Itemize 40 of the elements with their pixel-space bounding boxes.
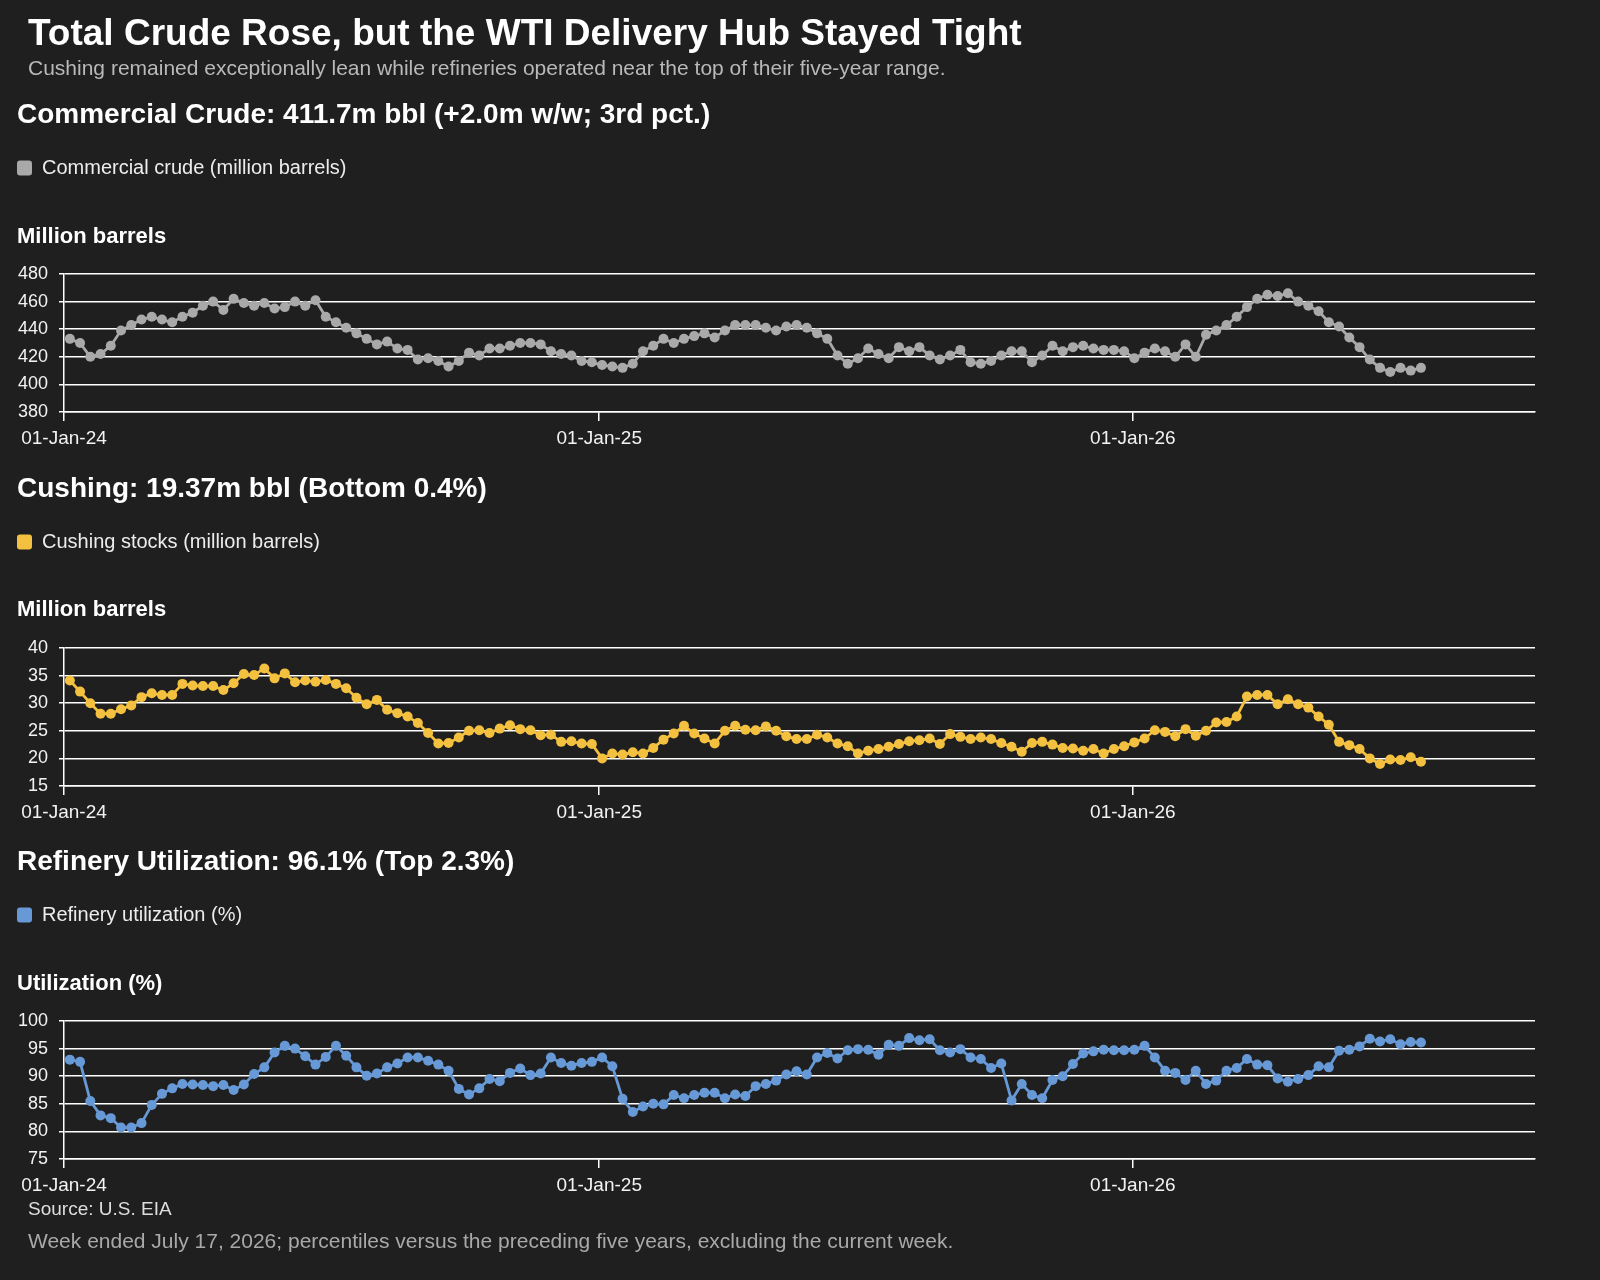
y-tick-label: 40 (27, 636, 48, 657)
y-tick-label: 75 (27, 1147, 48, 1168)
text: Week ended July 17, 2026; percentiles versus the preceding five years, excluding the current week. (28, 1228, 954, 1254)
y-tick-label: 440 (17, 318, 48, 339)
text: Commercial Crude: 411.7m bbl (+2.0m w/w; 3rd pct.) (17, 97, 711, 131)
y-tick-label: 35 (27, 664, 48, 685)
x-tick-label: 01-Jan-24 (21, 426, 108, 448)
x-tick-label: 01-Jan-26 (1090, 1173, 1176, 1195)
chart-subtitle: Cushing remained exceptionally lean while refineries operated near the top of their five-year range. (28, 55, 946, 81)
y-tick-label: 20 (27, 746, 48, 767)
y-tick-label: 380 (17, 400, 48, 421)
x-tick-label: 01-Jan-26 (1090, 800, 1176, 822)
y-tick-label: 85 (27, 1092, 48, 1113)
legend-label: Commercial crude (million barrels) (42, 155, 347, 178)
y-tick-label: 15 (27, 774, 48, 795)
x-tick-label: 01-Jan-26 (1090, 426, 1176, 448)
y-tick-label: 460 (17, 290, 48, 311)
y-tick-label: 90 (27, 1065, 48, 1086)
y-tick-label: 480 (17, 262, 48, 283)
chart-title: Refinery Utilization: 96.1% (Top 2.3%) (17, 844, 515, 878)
y-tick-label: 80 (27, 1120, 48, 1141)
source-note: Source: U.S. EIA (28, 1197, 172, 1221)
x-tick-label: 01-Jan-24 (21, 800, 108, 822)
legend-label: Refinery utilization (%) (42, 902, 243, 925)
y-axis-title: Utilization (%) (17, 969, 163, 997)
y-tick-label: 100 (17, 1009, 48, 1030)
chart-title: Cushing: 19.37m bbl (Bottom 0.4%) (17, 470, 487, 505)
x-tick-label: 01-Jan-24 (21, 1173, 108, 1195)
y-tick-label: 420 (17, 345, 48, 366)
y-axis-title: Million barrels (17, 596, 167, 623)
y-axis-title: Million barrels (17, 222, 167, 250)
legend-label: Cushing stocks (million barrels) (42, 529, 320, 552)
y-tick-label: 400 (17, 373, 48, 394)
y-tick-label: 25 (27, 719, 48, 740)
y-tick-label: 30 (27, 691, 48, 712)
y-tick-label: 95 (27, 1037, 48, 1058)
x-tick-label: 01-Jan-25 (556, 1173, 642, 1195)
x-tick-label: 01-Jan-25 (556, 800, 642, 822)
chart-title: Total Crude Rose, but the WTI Delivery Hub Stayed Tight (28, 10, 1022, 55)
x-tick-label: 01-Jan-25 (556, 426, 642, 448)
